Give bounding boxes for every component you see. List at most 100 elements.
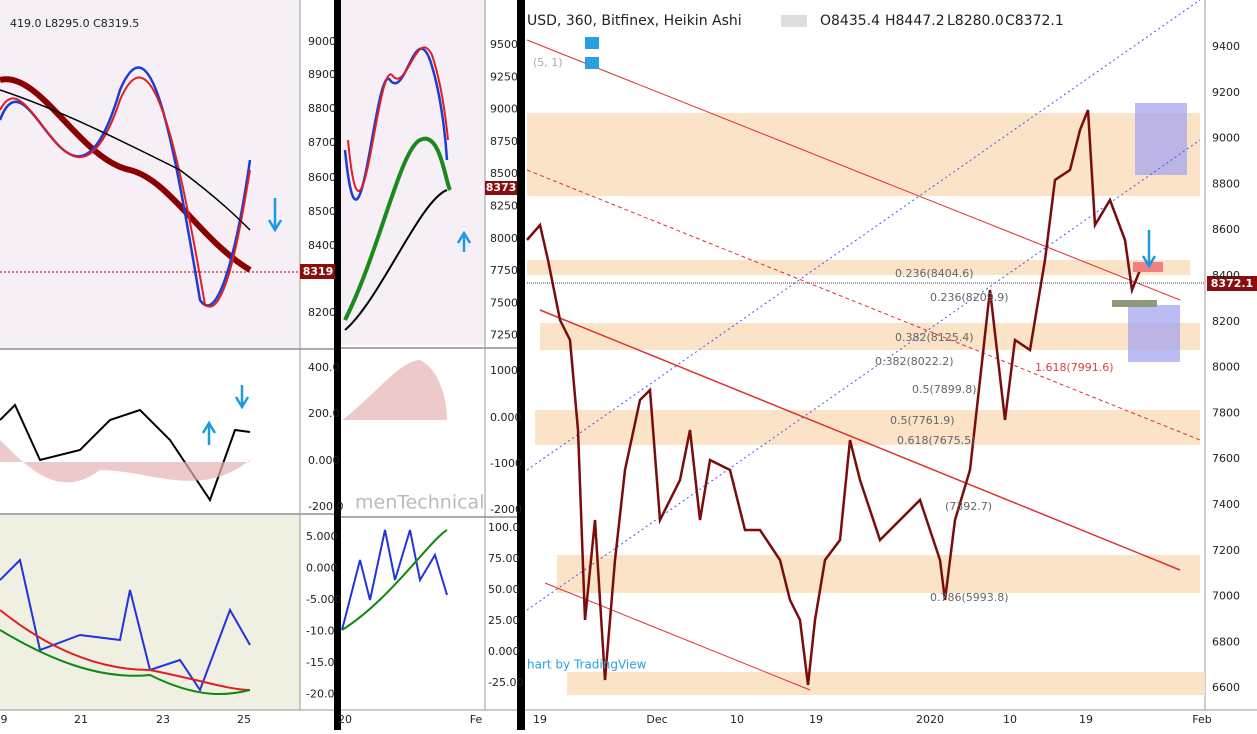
osc-area	[0, 440, 250, 483]
axis-label: 0.000	[490, 411, 522, 424]
divider	[517, 0, 525, 730]
axis-label: -5.000	[306, 593, 341, 606]
pane-bg	[0, 0, 300, 348]
marker	[1133, 262, 1163, 272]
ohlc-value: H8447.2	[885, 13, 945, 29]
arrow	[267, 198, 283, 233]
axis-label: -15.0	[306, 656, 334, 669]
axis-label: -2000	[490, 503, 522, 516]
axis-label: 8700	[308, 136, 336, 149]
trend-line	[544, 582, 811, 691]
fib-label: 0.5(7899.8)	[912, 383, 977, 396]
axis-label: 8500	[490, 167, 518, 180]
osc-line	[0, 403, 251, 503]
arrow	[234, 385, 250, 410]
axis-label: 50.00	[488, 583, 520, 596]
osc-area	[342, 360, 447, 420]
time-label: 10	[1003, 713, 1017, 726]
axis-label: 25.00	[488, 614, 520, 627]
pane-bg	[0, 515, 300, 710]
axis-label: 8800	[308, 102, 336, 115]
axis-label: 9000	[308, 35, 336, 48]
ma-line	[0, 89, 251, 231]
price-tag-bg	[300, 264, 335, 279]
fib-label: (7392.7)	[945, 500, 992, 513]
axis-label: -20.0	[306, 688, 334, 701]
time-label: 21	[74, 713, 88, 726]
axis-label: 8250	[490, 200, 518, 213]
price-tag-bg	[485, 181, 517, 195]
arrow	[201, 420, 217, 445]
ohlc-value: O8435.4	[820, 13, 880, 29]
stoch-line	[341, 529, 448, 631]
time-label: 23	[156, 713, 170, 726]
axis-label: 200.0	[308, 407, 340, 420]
axis-label: 8200	[1212, 315, 1240, 328]
signal-line	[0, 629, 251, 696]
axis-label: -25.00	[488, 676, 523, 689]
fib-label: 0.382(8125.4)	[895, 331, 974, 344]
toolbar-icon[interactable]	[585, 57, 599, 69]
axis-label: -10.0	[306, 625, 334, 638]
toolbar-icon[interactable]	[585, 37, 599, 49]
price-line	[526, 109, 1142, 686]
axis-label: 1000	[490, 364, 518, 377]
marker	[1112, 300, 1157, 307]
axis-label: -1000	[490, 457, 522, 470]
axis-label: 0.000	[306, 562, 338, 575]
time-label: 20	[338, 713, 352, 726]
ohlc-value: C8372.1	[1005, 13, 1064, 29]
fib-label: 1.618(7991.6)	[1035, 361, 1114, 374]
time-label: 2020	[916, 713, 944, 726]
axis-label: 7400	[1212, 498, 1240, 511]
axis-label: 8400	[308, 239, 336, 252]
chart-title: USD, 360, Bitfinex, Heikin Ashi	[527, 13, 742, 29]
axis-label: 7250	[490, 329, 518, 342]
axis-label: 9000	[1212, 132, 1240, 145]
axis-label: 0.000	[308, 454, 340, 467]
time-label: 10	[730, 713, 744, 726]
zone	[557, 555, 1200, 593]
arrow	[1141, 230, 1157, 269]
time-label: 19	[1079, 713, 1093, 726]
axis-label: 75.00	[488, 552, 520, 565]
signal-line	[0, 609, 251, 691]
axis-label: 8000	[1212, 361, 1240, 374]
price-tag-bg	[1207, 276, 1257, 291]
fib-label: 0.5(7761.9)	[890, 414, 955, 427]
axis-label: 8600	[308, 171, 336, 184]
channel-line	[526, 139, 1201, 611]
band-line	[343, 47, 449, 201]
indicator-label: (5, 1)	[533, 56, 563, 69]
pane-bg	[340, 0, 485, 345]
watermark: menTechnical	[355, 492, 484, 514]
time-label: Fe	[470, 713, 483, 726]
axis-label: 7800	[1212, 406, 1240, 419]
zone	[540, 323, 1200, 350]
axis-label: 400.0	[308, 361, 340, 374]
axis-label: 8750	[490, 135, 518, 148]
ohlc-header: 419.0 L8295.0 C8319.5	[10, 17, 139, 30]
axis-label: 6600	[1212, 681, 1240, 694]
axis-label: -200.0	[308, 500, 343, 513]
ma-line	[344, 189, 448, 331]
time-label: 9	[1, 713, 8, 726]
axis-label: 9500	[490, 38, 518, 51]
fib-label: 0.236(8404.6)	[895, 267, 974, 280]
zone	[527, 260, 1190, 275]
time-label: 19	[809, 713, 823, 726]
axis-label: 0.000	[488, 645, 520, 658]
stoch-line	[341, 529, 448, 631]
time-label: 25	[237, 713, 251, 726]
zone	[527, 113, 1200, 196]
axis-label: 8500	[308, 205, 336, 218]
time-label: Dec	[646, 713, 667, 726]
macd-line	[0, 558, 251, 693]
price-tag: 8319	[303, 265, 334, 278]
price-line	[343, 136, 452, 321]
toolbar-icon[interactable]	[781, 15, 807, 27]
axis-label: 8800	[1212, 177, 1240, 190]
axis-label: 100.0	[488, 521, 520, 534]
target-box	[1135, 103, 1187, 175]
